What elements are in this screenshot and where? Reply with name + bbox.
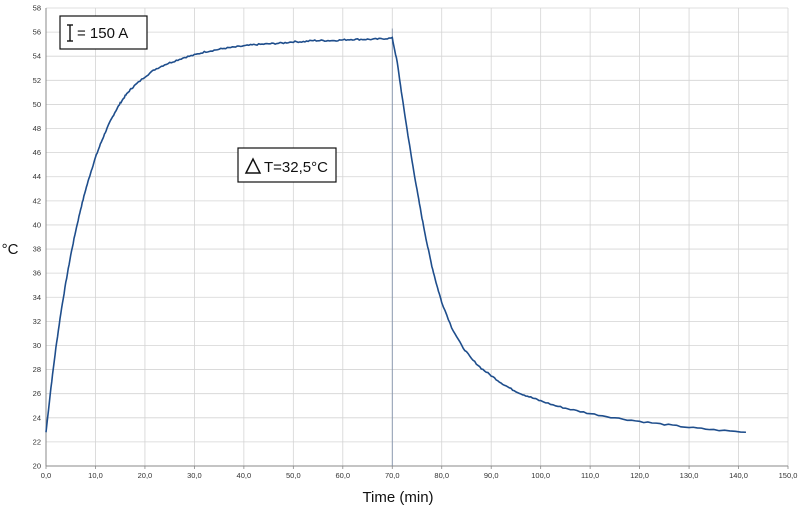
y-tick-label: 42 [33,196,41,205]
y-tick-label: 52 [33,76,41,85]
y-tick-label: 36 [33,269,41,278]
y-tick-label: 40 [33,220,41,229]
current-symbol-icon [67,24,73,42]
x-tick-label: 80,0 [434,471,449,480]
gridlines [45,7,789,467]
x-tick-label: 130,0 [680,471,699,480]
y-tick-label: 58 [33,4,41,13]
x-tick-label: 90,0 [484,471,499,480]
delta-t-annotation-box: T=32,5°C [237,147,337,183]
y-tick-labels: 20 22 24 26 28 30 32 34 36 38 40 42 44 46 48 50 52 54 56 58 [33,4,41,471]
temperature-series-line [45,36,746,434]
y-tick-label: 38 [33,245,41,254]
y-tick-label: 30 [33,341,41,350]
y-axis-title: °C [2,241,19,258]
delta-t-annotation-text: T=32,5°C [264,159,328,176]
x-tick-label: 140,0 [729,471,748,480]
x-tick-label: 10,0 [88,471,103,480]
axes [45,8,789,469]
current-annotation-text: = 150 A [77,25,128,42]
x-tick-label: 150,0 [779,471,798,480]
y-tick-label: 54 [33,52,41,61]
y-tick-label: 50 [33,100,41,109]
y-tick-label: 22 [33,437,41,446]
current-annotation-box: = 150 A [59,15,148,50]
y-tick-label: 26 [33,389,41,398]
x-tick-label: 60,0 [335,471,350,480]
x-axis-title: Time (min) [362,489,433,506]
x-tick-label: 30,0 [187,471,202,480]
y-tick-label: 44 [33,172,41,181]
x-tick-label: 120,0 [630,471,649,480]
y-tick-label: 46 [33,148,41,157]
x-tick-label: 110,0 [581,471,599,480]
y-tick-label: 28 [33,365,41,374]
x-tick-label: 70,0 [385,471,400,480]
current-box-frame [59,15,148,50]
x-tick-label: 40,0 [237,471,252,480]
x-tick-label: 20,0 [138,471,153,480]
delta-triangle-icon [244,157,262,174]
x-tick-label: 100,0 [531,471,550,480]
y-tick-label: 24 [33,413,41,422]
delta-t-box-frame [237,147,337,183]
y-tick-label: 32 [33,317,41,326]
x-tick-label: 0,0 [41,471,51,480]
y-tick-label: 34 [33,293,41,302]
y-tick-label: 56 [33,28,41,37]
y-tick-label: 20 [33,462,41,471]
y-tick-label: 48 [33,124,41,133]
x-tick-labels: 0,0 10,0 20,0 30,0 40,0 50,0 60,0 70,0 80,0 90,0 1… [41,471,798,480]
x-tick-label: 50,0 [286,471,301,480]
